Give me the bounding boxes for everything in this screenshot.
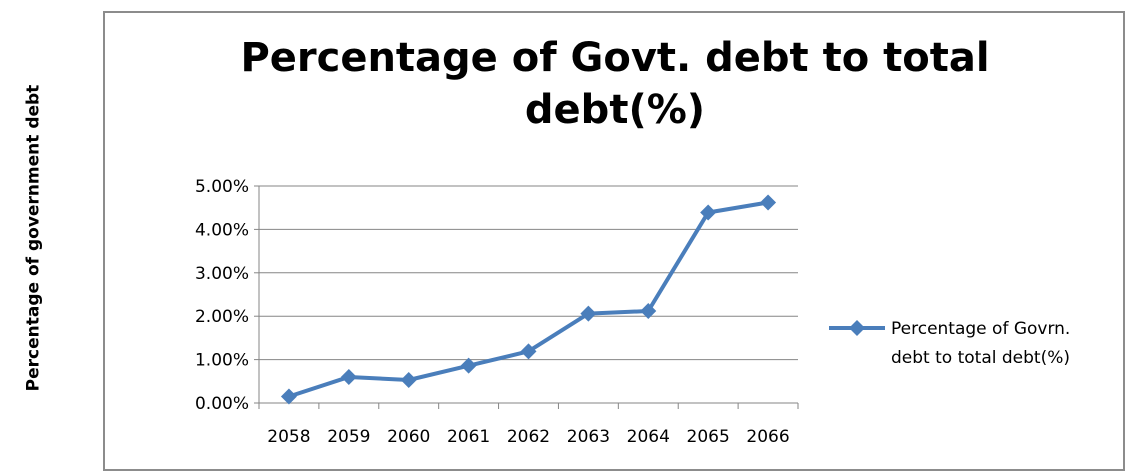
data-point-marker (520, 343, 537, 360)
y-tick-label: 5.00% (195, 177, 249, 197)
x-tick-label: 2060 (387, 427, 430, 447)
data-point-marker (700, 204, 717, 221)
x-tick-label: 2063 (567, 427, 610, 447)
x-tick-label: 2066 (746, 427, 789, 447)
legend-label-line: Percentage of Govrn. (891, 319, 1070, 339)
line-chart: Percentage of Govt. debt to total debt(%… (195, 35, 1070, 447)
y-tick-label: 1.00% (195, 351, 249, 371)
outer-y-axis-label: Percentage of government debt (22, 0, 44, 475)
series (280, 194, 777, 405)
tick-labels: 0.00% 1.00% 2.00% 3.00% 4.00% 5.00% 2058 2059 20… (195, 177, 790, 447)
x-tick-label: 2058 (267, 427, 310, 447)
outer-y-axis-label-text: Percentage of government debt (23, 84, 43, 391)
x-tick-label: 2061 (447, 427, 490, 447)
gridlines (259, 185, 798, 361)
series-line (286, 200, 771, 399)
x-tick-label: 2062 (507, 427, 550, 447)
x-tick-label: 2065 (687, 427, 730, 447)
data-point-marker (340, 368, 357, 385)
y-tick-label: 3.00% (195, 264, 249, 284)
chart-title-line-1: Percentage of Govt. debt to total (240, 35, 989, 81)
data-point-marker (400, 371, 417, 388)
legend-label-line: debt to total debt(%) (891, 348, 1070, 368)
y-tick-label: 4.00% (195, 220, 249, 240)
data-point-marker (580, 305, 597, 322)
data-point-marker (640, 302, 657, 319)
data-point-marker (760, 194, 777, 211)
x-tick-label: 2064 (627, 427, 670, 447)
legend: Percentage of Govrn. debt to total debt(%… (829, 319, 1070, 368)
chart-title-line-2: debt(%) (525, 87, 705, 133)
y-tick-label: 2.00% (195, 307, 249, 327)
y-tick-label: 0.00% (195, 394, 249, 414)
chart-frame: Percentage of Govt. debt to total debt(%… (103, 11, 1125, 471)
chart-title: Percentage of Govt. debt to total debt(%… (240, 35, 989, 133)
data-point-marker (280, 388, 297, 405)
legend-marker-swatch (849, 320, 865, 336)
x-tick-label: 2059 (327, 427, 370, 447)
axes (254, 185, 799, 409)
data-point-marker (460, 357, 477, 374)
